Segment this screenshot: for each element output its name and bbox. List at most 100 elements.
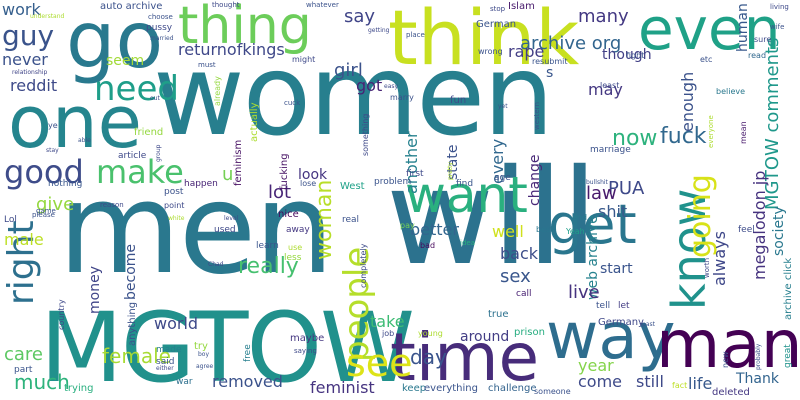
cloud-word-work: work [2,0,41,19]
cloud-word-start: start [600,261,633,277]
cloud-word-say: say [344,6,376,27]
cloud-word-please: please [32,211,55,219]
cloud-word-seem: seem [106,53,145,69]
cloud-word-change: change [527,154,543,206]
cloud-word-live: live [568,282,600,303]
cloud-word-want: want [405,166,528,224]
cloud-word-better: better [410,220,459,239]
cloud-word-feminist: feminist [310,378,375,397]
cloud-word-level: level [224,215,239,222]
cloud-word-try: try [194,341,208,352]
cloud-word-men: men [58,155,334,302]
cloud-word-man: man [656,306,800,383]
cloud-word-take: take [370,312,405,331]
cloud-word-sure: sure [754,35,772,44]
cloud-word-come: come [578,372,623,391]
cloud-word-free: free [243,344,253,362]
cloud-word-problem: problem [374,177,412,187]
cloud-word-young: young [418,329,443,338]
cloud-word-deleted: deleted [712,387,750,398]
cloud-word-always: always [710,231,729,286]
cloud-word-away: away [286,225,310,235]
cloud-word-look: look [298,167,328,183]
cloud-word-easy: easy [384,83,399,90]
cloud-word-pussy: pussy [146,23,173,33]
cloud-word-game: game [36,207,56,215]
cloud-word-german: German [476,19,517,30]
cloud-word-u: u [222,164,234,185]
cloud-word-read: read [748,51,767,60]
cloud-word-stay: stay [46,147,59,154]
cloud-word-mgtow: MGTOW [40,292,415,400]
cloud-word-much: much [14,370,70,394]
cloud-word-fun: fun [450,95,467,106]
cloud-word-bullshit: bullshit [586,179,608,186]
cloud-word-something: something [361,113,370,156]
cloud-word-islam: Islam [508,1,535,12]
cloud-word-etc: etc [700,55,713,64]
cloud-word-friend: friend [134,127,164,138]
cloud-word-girl: girl [334,60,363,81]
cloud-word-least: least [600,81,620,90]
cloud-word-removed: removed [212,372,283,391]
cloud-word-life: life [688,374,713,393]
cloud-word-marry: marry [390,93,414,102]
cloud-word-still: still [636,372,664,391]
cloud-word-true: true [488,309,509,320]
cloud-word-rape: rape [508,42,545,61]
cloud-word-one: one [8,80,142,164]
cloud-word-go: go [66,0,164,86]
cloud-word-someone: someone [534,387,571,396]
cloud-word-pretty: pretty [447,161,454,180]
cloud-word-well: well [492,222,524,241]
cloud-word-white: white [168,215,185,222]
cloud-word-learn: learn [256,241,279,251]
cloud-word-got: got [356,76,383,95]
cloud-word-believe: believe [716,87,746,96]
cloud-word-wife: wife [770,23,785,31]
cloud-word-fuck: fuck [660,124,707,149]
cloud-word-lot: lot [268,182,292,203]
cloud-word-though: though [602,47,652,63]
cloud-word-shit: shit [598,202,628,221]
cloud-word-feel: feel [738,225,755,235]
cloud-word-human: human [735,3,751,52]
cloud-word-now: now [612,126,658,151]
cloud-word-may: may [588,80,623,99]
cloud-word-past: past [642,321,655,328]
cloud-word-yeah: Yeah [566,227,585,236]
cloud-word-archive-click: archive click [783,257,794,320]
cloud-word-even: even [638,0,781,63]
cloud-word-post: post [164,187,184,197]
cloud-word-idea: idea [460,239,475,247]
cloud-word-everyone: everyone [707,115,715,148]
cloud-word-article: article [118,151,147,161]
cloud-word-war: war [176,377,193,387]
cloud-word-back: back [500,244,539,263]
cloud-word-law: law [586,183,617,204]
cloud-word-west: West [340,181,365,192]
cloud-word-society: society [771,206,787,256]
cloud-word-wrong: wrong [478,47,503,56]
cloud-word-thing: thing [178,0,312,56]
cloud-word-able: able [78,137,91,144]
cloud-word-used: used [214,225,236,235]
cloud-word-need: need [94,69,179,109]
cloud-word-germany: Germany [598,317,644,328]
cloud-word-cuck: cuck [284,99,301,107]
cloud-word-mean: mean [739,121,748,144]
cloud-word-feminism: feminism [233,139,244,186]
cloud-word-saying: saying [294,347,317,355]
cloud-word-archive-org: archive org [520,33,622,54]
cloud-word-either: either [156,365,174,372]
cloud-word-part: part [14,365,33,375]
cloud-word-must: must [198,61,216,69]
cloud-word-fact: fact [672,381,688,390]
cloud-word-never: never [2,50,48,69]
cloud-word-less: less [284,253,302,263]
cloud-word-day: day [410,345,447,369]
cloud-word-world: world [154,314,199,333]
cloud-word-auto-archive: auto archive [100,1,163,12]
cloud-word-first: first [406,169,424,179]
cloud-word-end: end [572,213,588,222]
